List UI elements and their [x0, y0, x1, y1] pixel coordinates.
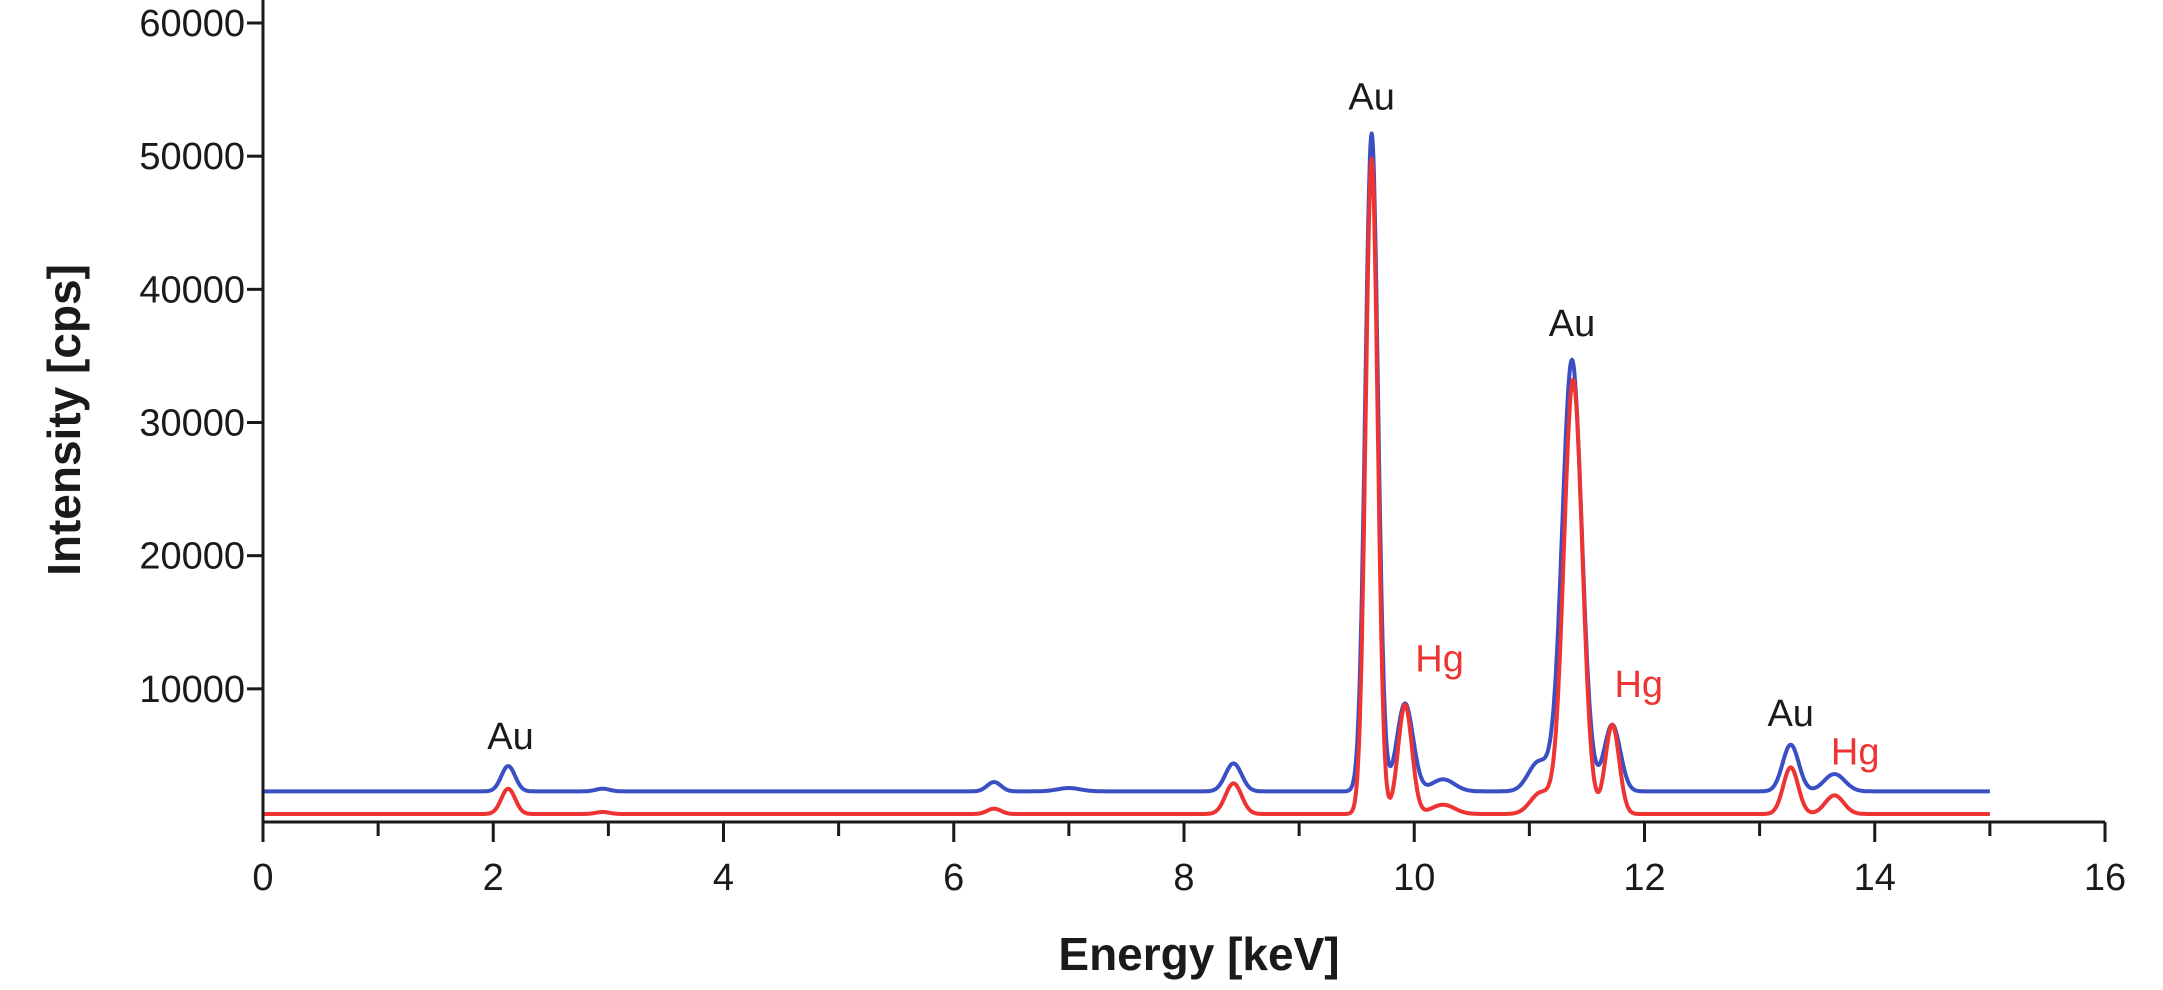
x-tick-label: 6 — [943, 857, 964, 899]
peak-label-hg: Hg — [1614, 664, 1663, 706]
peak-label-au: Au — [1348, 77, 1394, 119]
y-tick-label: 30000 — [139, 403, 245, 445]
y-tick-label: 40000 — [139, 269, 245, 311]
x-tick-label: 14 — [1854, 857, 1896, 899]
peak-label-hg: Hg — [1415, 639, 1464, 681]
peak-label-au: Au — [487, 716, 533, 758]
spectrum-line-1 — [263, 134, 1990, 792]
axes: 0 2 4 6 8 10 12 14 16 10000 20000 30000 40000 50000 60… — [139, 0, 2126, 899]
y-tick-label: 60000 — [139, 3, 245, 45]
x-tick-label: 2 — [483, 857, 504, 899]
x-tick-label: 4 — [713, 857, 734, 899]
y-axis-title: Intensity [cps] — [38, 264, 90, 576]
x-tick-label: 16 — [2084, 857, 2126, 899]
x-tick-label: 10 — [1393, 857, 1435, 899]
spectra — [263, 134, 1990, 815]
peak-annotations: Au Au Au Au Hg Hg Hg — [487, 77, 1879, 774]
peak-label-au: Au — [1767, 693, 1813, 735]
x-axis-title: Energy [keV] — [1058, 928, 1339, 980]
peak-label-au: Au — [1549, 303, 1595, 345]
peak-label-hg: Hg — [1831, 732, 1880, 774]
y-tick-label: 20000 — [139, 536, 245, 578]
y-tick-label: 10000 — [139, 669, 245, 711]
x-tick-label: 8 — [1173, 857, 1194, 899]
x-tick-label: 12 — [1623, 857, 1665, 899]
x-tick-label: 0 — [252, 857, 273, 899]
y-tick-label: 50000 — [139, 136, 245, 178]
